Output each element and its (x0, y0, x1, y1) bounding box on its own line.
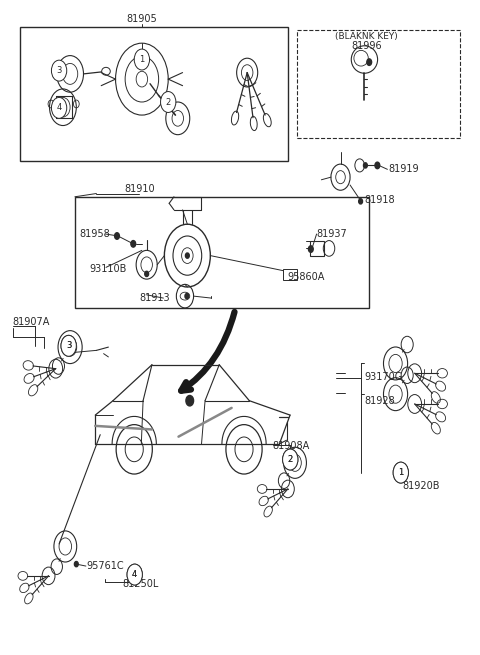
Text: 81996: 81996 (351, 41, 382, 52)
Text: 81920B: 81920B (403, 481, 440, 491)
Bar (75, 196, 369, 308)
Circle shape (131, 240, 136, 247)
Text: 81918: 81918 (364, 195, 395, 205)
Circle shape (393, 462, 408, 483)
Circle shape (363, 163, 367, 168)
Text: 1: 1 (139, 55, 144, 64)
Bar (310, 241, 324, 255)
Text: 81905: 81905 (127, 14, 157, 24)
Circle shape (74, 561, 78, 567)
Circle shape (61, 335, 76, 356)
Circle shape (115, 233, 120, 239)
Circle shape (393, 462, 408, 483)
Text: 81919: 81919 (388, 164, 419, 174)
Text: 95761C: 95761C (86, 561, 123, 571)
Circle shape (185, 293, 189, 299)
Text: 3: 3 (66, 341, 72, 350)
Text: 95860A: 95860A (288, 272, 325, 282)
Circle shape (283, 449, 298, 470)
Circle shape (367, 59, 372, 66)
Bar (20, 27, 288, 161)
Text: 93170G: 93170G (364, 371, 403, 381)
Text: 81250L: 81250L (123, 579, 159, 589)
Text: (BLAKNK KEY): (BLAKNK KEY) (336, 32, 398, 41)
Text: 2: 2 (166, 98, 171, 107)
Circle shape (359, 198, 362, 204)
Text: 2: 2 (288, 455, 293, 464)
Text: 81908A: 81908A (273, 441, 310, 451)
Text: 4: 4 (132, 570, 137, 579)
Text: 4: 4 (132, 570, 137, 579)
Circle shape (127, 564, 143, 585)
Text: 81913: 81913 (140, 293, 170, 303)
Circle shape (283, 449, 298, 470)
Text: 1: 1 (398, 468, 403, 477)
Circle shape (160, 92, 176, 113)
Circle shape (127, 564, 143, 585)
Text: 93110B: 93110B (89, 264, 127, 274)
Circle shape (185, 253, 189, 258)
Text: 81958: 81958 (80, 229, 110, 239)
Circle shape (375, 162, 380, 169)
Circle shape (61, 335, 76, 356)
Circle shape (51, 98, 67, 119)
Text: 81928: 81928 (364, 396, 395, 405)
Text: 81910: 81910 (124, 184, 155, 194)
Circle shape (309, 246, 313, 252)
Text: 4: 4 (57, 103, 62, 113)
Text: 3: 3 (66, 341, 72, 350)
Text: 2: 2 (288, 455, 293, 464)
Circle shape (186, 396, 193, 406)
Text: 81937: 81937 (317, 229, 348, 239)
Circle shape (134, 49, 150, 70)
Circle shape (145, 271, 149, 276)
Text: 3: 3 (56, 66, 62, 75)
Text: 1: 1 (398, 468, 403, 477)
Bar (283, 269, 298, 280)
Circle shape (51, 60, 67, 81)
Bar (298, 30, 460, 138)
Text: 81907A: 81907A (12, 317, 50, 328)
